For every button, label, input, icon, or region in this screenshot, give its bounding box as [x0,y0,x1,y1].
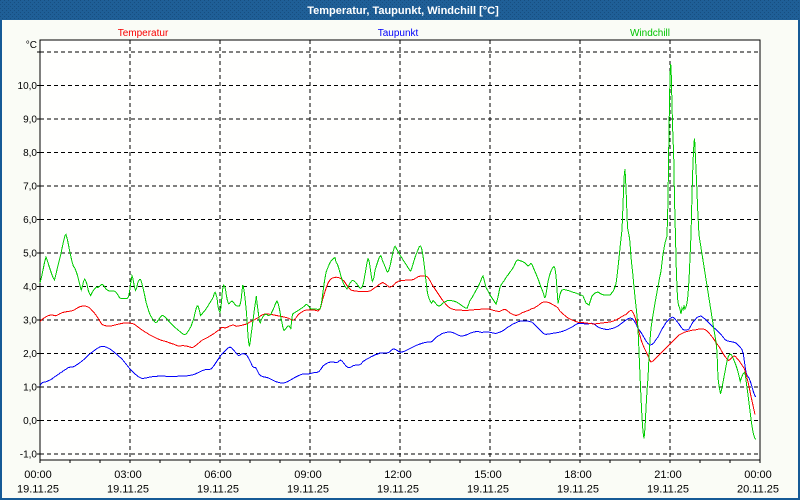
svg-text:19.11.25: 19.11.25 [467,484,509,496]
svg-text:-1,0: -1,0 [20,450,38,461]
svg-text:4,0: 4,0 [23,282,37,293]
svg-text:Windchill: Windchill [630,28,670,39]
svg-text:Temperatur: Temperatur [118,28,169,39]
svg-text:19.11.25: 19.11.25 [107,484,149,496]
svg-text:00:00: 00:00 [744,469,772,481]
svg-text:9,0: 9,0 [23,115,37,126]
svg-text:1,0: 1,0 [23,383,37,394]
svg-text:12:00: 12:00 [384,469,412,481]
svg-text:5,0: 5,0 [23,249,37,260]
svg-text:20.11.25: 20.11.25 [737,484,779,496]
svg-text:19.11.25: 19.11.25 [197,484,239,496]
svg-text:18:00: 18:00 [564,469,592,481]
svg-text:3,0: 3,0 [23,316,37,327]
svg-text:19.11.25: 19.11.25 [287,484,329,496]
svg-text:°C: °C [26,40,37,51]
svg-text:00:00: 00:00 [24,469,52,481]
svg-text:8,0: 8,0 [23,148,37,159]
svg-text:21:00: 21:00 [654,469,682,481]
svg-text:19.11.25: 19.11.25 [377,484,419,496]
svg-text:09:00: 09:00 [294,469,322,481]
svg-text:Taupunkt: Taupunkt [378,28,419,39]
svg-text:6,0: 6,0 [23,215,37,226]
svg-text:Temperatur, Taupunkt, Windchil: Temperatur, Taupunkt, Windchill [°C] [307,5,499,17]
svg-text:03:00: 03:00 [114,469,142,481]
svg-text:19.11.25: 19.11.25 [647,484,689,496]
svg-text:15:00: 15:00 [474,469,502,481]
svg-text:7,0: 7,0 [23,182,37,193]
svg-text:06:00: 06:00 [204,469,232,481]
svg-text:2,0: 2,0 [23,349,37,360]
svg-text:0,0: 0,0 [23,416,37,427]
svg-text:10,0: 10,0 [18,81,38,92]
svg-text:19.11.25: 19.11.25 [17,484,59,496]
svg-text:19.11.25: 19.11.25 [557,484,599,496]
